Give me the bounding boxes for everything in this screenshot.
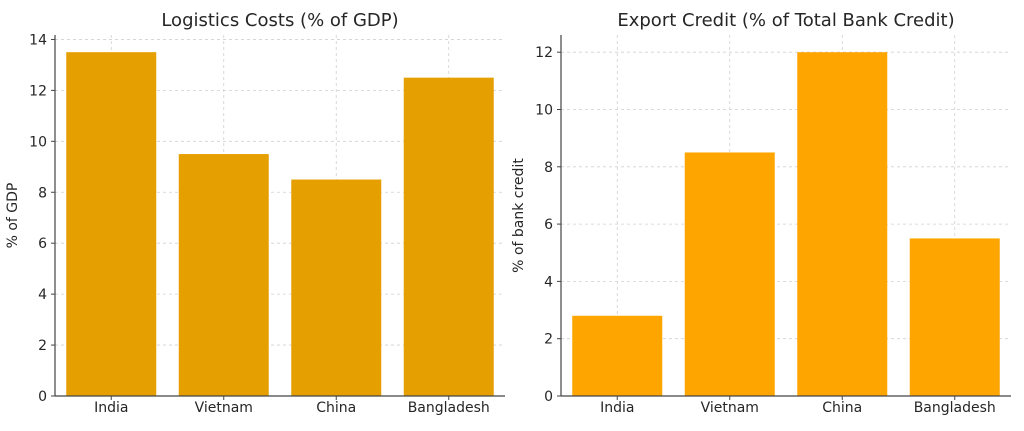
bar-vietnam xyxy=(178,154,269,396)
chart-title: Export Credit (% of Total Bank Credit) xyxy=(617,10,954,31)
y-tick-label: 6 xyxy=(38,236,47,252)
y-tick-label: 8 xyxy=(38,185,47,201)
y-axis-label: % of bank credit xyxy=(511,158,527,273)
chart-panel-1: 0 2 4 6 8 10 12 14 India Vietnam China Bangladesh Lo… xyxy=(5,10,505,416)
y-tick-label: 4 xyxy=(544,274,553,290)
x-tick-label: India xyxy=(600,400,634,416)
x-tick-label: Vietnam xyxy=(195,400,253,416)
bar-vietnam xyxy=(684,152,775,396)
y-tick-label: 2 xyxy=(544,332,553,348)
y-tick-label: 0 xyxy=(544,389,553,405)
bar-india xyxy=(572,315,663,396)
bar-china xyxy=(797,52,888,396)
y-tick-label: 10 xyxy=(29,134,47,150)
bar-china xyxy=(291,179,382,396)
y-tick-label: 8 xyxy=(544,160,553,176)
chart-title: Logistics Costs (% of GDP) xyxy=(161,10,398,31)
bar-bangladesh xyxy=(403,77,494,397)
y-tick-label: 12 xyxy=(535,45,553,61)
y-tick-label: 6 xyxy=(544,217,553,233)
x-tick-label: China xyxy=(316,400,356,416)
y-tick-label: 4 xyxy=(38,287,47,303)
x-tick-label: Bangladesh xyxy=(914,400,996,416)
y-tick-label: 12 xyxy=(29,83,47,99)
bar-bangladesh xyxy=(909,238,1000,396)
x-tick-label: Bangladesh xyxy=(408,400,490,416)
x-tick-label: India xyxy=(94,400,128,416)
chart-panel-2: 0 2 4 6 8 10 12 India Vietnam China Bangladesh Expo… xyxy=(511,10,1011,416)
y-axis-label: % of GDP xyxy=(5,183,21,249)
x-tick-label: Vietnam xyxy=(701,400,759,416)
y-tick-label: 0 xyxy=(38,389,47,405)
x-tick-label: China xyxy=(822,400,862,416)
y-tick-label: 2 xyxy=(38,338,47,354)
y-tick-label: 10 xyxy=(535,102,553,118)
bar-india xyxy=(66,52,157,396)
y-tick-label: 14 xyxy=(29,32,47,48)
